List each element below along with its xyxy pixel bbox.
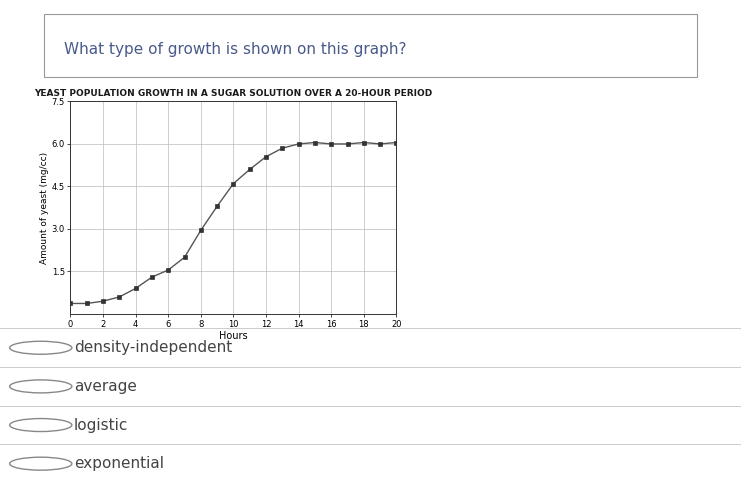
Title: YEAST POPULATION GROWTH IN A SUGAR SOLUTION OVER A 20-HOUR PERIOD: YEAST POPULATION GROWTH IN A SUGAR SOLUT… — [34, 89, 433, 98]
FancyBboxPatch shape — [44, 14, 697, 77]
Text: density-independent: density-independent — [74, 340, 233, 355]
Text: average: average — [74, 379, 137, 394]
Text: logistic: logistic — [74, 417, 128, 433]
Text: What type of growth is shown on this graph?: What type of growth is shown on this gra… — [64, 42, 407, 57]
X-axis label: Hours: Hours — [219, 331, 247, 341]
Text: exponential: exponential — [74, 456, 164, 471]
Y-axis label: Amount of yeast (mg/cc): Amount of yeast (mg/cc) — [40, 152, 49, 264]
